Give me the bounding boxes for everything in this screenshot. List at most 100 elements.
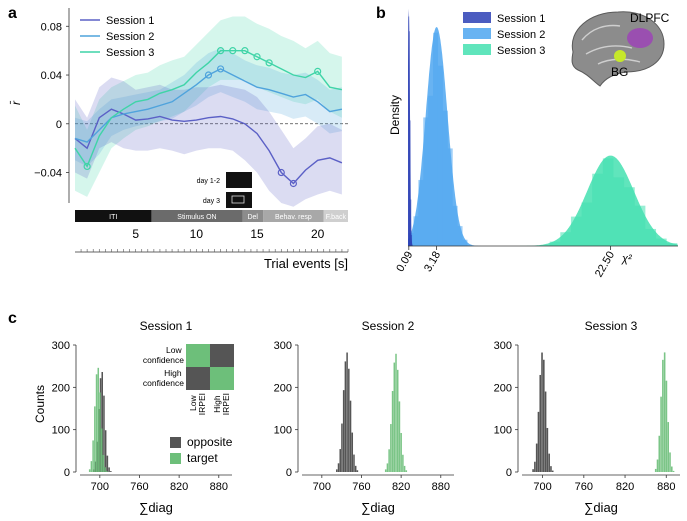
matrix-col-label-low-line1: Low bbox=[188, 395, 198, 411]
legend-label: Session 2 bbox=[497, 29, 545, 41]
bg-region bbox=[614, 50, 626, 62]
legend-swatch-target bbox=[170, 453, 181, 464]
inset-thumb-day12 bbox=[226, 172, 252, 188]
confidence-matrix: Low confidence High confidence Low IRPEI… bbox=[143, 344, 234, 415]
bar-opposite bbox=[337, 463, 340, 472]
hist-bar-session-3 bbox=[602, 158, 614, 246]
event-segment bbox=[323, 210, 348, 222]
bar-target bbox=[102, 454, 105, 472]
legend-label: Session 1 bbox=[106, 15, 154, 27]
event-label: ITI bbox=[109, 214, 117, 221]
matrix-row-label-low-line1: Low bbox=[166, 345, 182, 355]
hist-bar-session-3 bbox=[656, 238, 667, 246]
matrix-cell-1-1 bbox=[210, 367, 234, 390]
y-tick-label: −0.04 bbox=[34, 168, 62, 180]
histogram-title: Session 3 bbox=[585, 319, 638, 333]
bar-target bbox=[388, 449, 390, 472]
x-tick-label: 820 bbox=[616, 481, 634, 493]
brain-label-dlpfc: DLPFC bbox=[630, 11, 670, 25]
hist-bar-session-3 bbox=[613, 177, 625, 246]
x-axis-label: χ² bbox=[621, 253, 632, 265]
event-label: F.back bbox=[326, 214, 347, 221]
histogram-session-2: Session 2 0 100 200 300 700 760 820 880 ∑diag bbox=[274, 319, 454, 515]
y-tick-label: 100 bbox=[52, 425, 70, 437]
hist-bar-session-2 bbox=[433, 32, 438, 246]
dlpfc-region bbox=[627, 28, 653, 48]
bar-opposite bbox=[532, 469, 534, 472]
inset-label-day3: day 3 bbox=[203, 198, 220, 205]
hist-bar-session-2 bbox=[447, 148, 453, 246]
y-tick-label: 200 bbox=[52, 382, 70, 394]
bar-opposite bbox=[349, 400, 352, 472]
x-tick-label: 700 bbox=[91, 481, 109, 493]
histogram-title: Session 1 bbox=[140, 319, 193, 333]
hist-bar-session-2 bbox=[413, 216, 419, 246]
bar-target bbox=[395, 353, 397, 472]
brain-label-bg: BG bbox=[611, 65, 628, 79]
x-tick-label: 15 bbox=[250, 227, 264, 241]
bar-target bbox=[662, 359, 664, 472]
histogram-session-1: Session 1 0 100 200 300 700 760 820 880 ∑diag bbox=[52, 319, 232, 515]
y-tick-label: 100 bbox=[494, 425, 512, 437]
x-tick-label: 760 bbox=[130, 481, 148, 493]
hist-bar-session-2 bbox=[442, 110, 448, 246]
bar-target bbox=[672, 470, 675, 472]
bar-target bbox=[386, 463, 389, 472]
point-session-1 bbox=[289, 179, 297, 188]
bar-opposite bbox=[339, 449, 341, 472]
bar-target bbox=[658, 435, 661, 472]
hist-bar-session-3 bbox=[570, 216, 582, 246]
bar-opposite bbox=[546, 427, 549, 472]
bar-opposite bbox=[354, 465, 357, 472]
x-tick-label: 3.18 bbox=[422, 250, 443, 275]
point-session-3 bbox=[265, 59, 273, 67]
panel-a-xlabel: Trial events [s] bbox=[264, 256, 348, 271]
bar-opposite bbox=[344, 361, 347, 472]
matrix-cell-1-0 bbox=[186, 367, 210, 390]
bar-opposite bbox=[108, 467, 110, 472]
matrix-col-label-high-line2: IRPEI bbox=[221, 393, 231, 415]
x-axis-label: ∑diag bbox=[139, 500, 173, 515]
legend-label: Session 3 bbox=[106, 47, 154, 59]
x-tick-label: 700 bbox=[313, 481, 331, 493]
x-tick-label: 10 bbox=[190, 227, 204, 241]
bar-target bbox=[403, 465, 406, 472]
bar-target bbox=[667, 422, 670, 472]
bar-opposite bbox=[537, 411, 540, 472]
y-tick-label: 200 bbox=[494, 382, 512, 394]
hist-bar-session-2 bbox=[457, 226, 463, 246]
inset-thumb-day3-mark bbox=[231, 195, 245, 204]
bar-target bbox=[391, 391, 394, 472]
bar-target bbox=[654, 468, 657, 472]
hist-bar-session-1 bbox=[410, 199, 412, 246]
event-segment bbox=[151, 210, 243, 222]
hist-bar-session-2 bbox=[437, 65, 443, 246]
panel-a-legend: Session 1 Session 2 Session 3 bbox=[80, 15, 154, 59]
panel-a-label: a bbox=[8, 5, 17, 22]
event-segment bbox=[242, 210, 264, 222]
matrix-row-label-high-line1: High bbox=[164, 368, 182, 378]
event-segment bbox=[263, 210, 324, 222]
bar-target bbox=[398, 401, 401, 472]
x-tick-label: 880 bbox=[210, 481, 228, 493]
bar-target bbox=[99, 392, 101, 472]
panel-b-chart: 0.09 3.18 22.50 χ² bbox=[394, 8, 678, 279]
y-tick-label: 0 bbox=[286, 467, 292, 479]
bar-target bbox=[393, 362, 396, 472]
hist-bar-session-2 bbox=[423, 117, 429, 246]
bar-opposite bbox=[348, 368, 350, 472]
panel-b-ylabel: Density bbox=[388, 95, 402, 135]
bar-target bbox=[656, 459, 659, 472]
y-tick-label: 300 bbox=[494, 340, 512, 352]
y-tick-label: 200 bbox=[274, 382, 292, 394]
matrix-row-label-low: Low confidence bbox=[143, 345, 184, 365]
bar-opposite bbox=[550, 466, 552, 472]
y-tick-label: 0 bbox=[56, 119, 62, 131]
bar-opposite bbox=[342, 390, 345, 472]
matrix-col-label-low: Low IRPEI bbox=[188, 393, 207, 415]
inset-thumb-day3 bbox=[226, 192, 252, 208]
hist-bar-session-3 bbox=[549, 241, 561, 246]
band-session-3 bbox=[75, 16, 342, 197]
inset-label-day12: day 1-2 bbox=[197, 178, 220, 185]
point-session-3 bbox=[217, 47, 225, 55]
